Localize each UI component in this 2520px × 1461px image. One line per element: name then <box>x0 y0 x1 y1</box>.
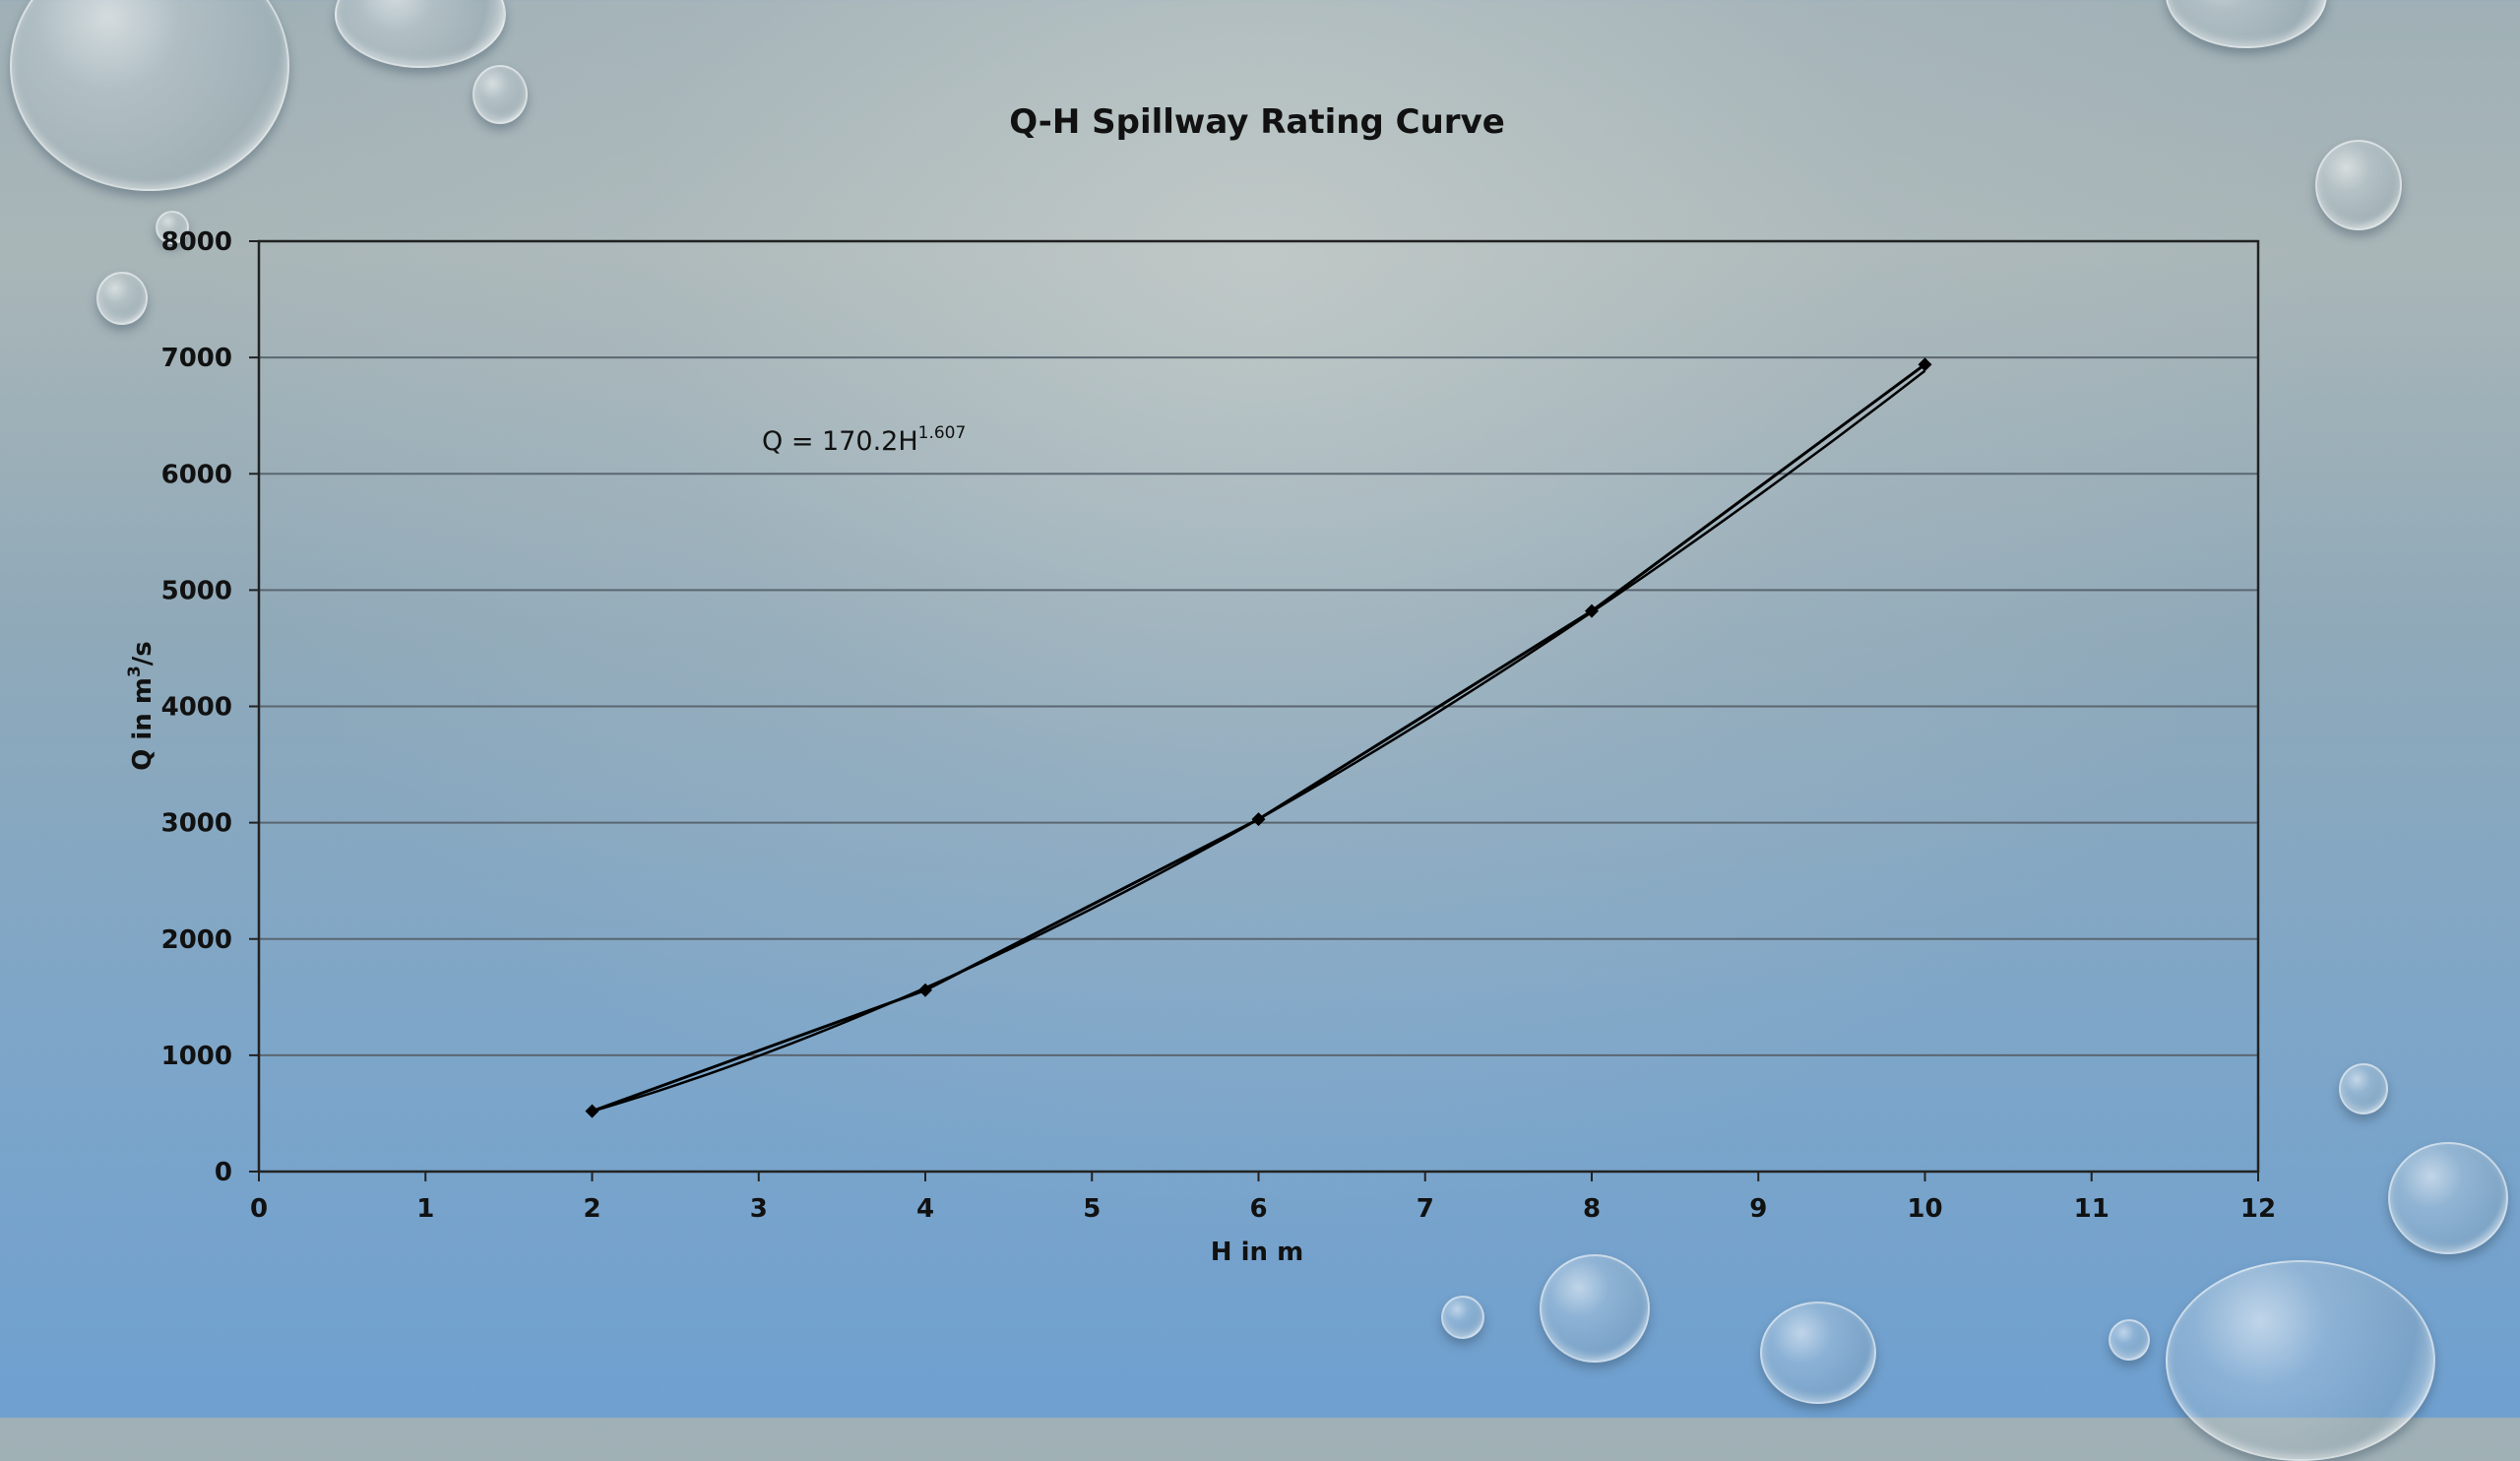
x-tick-label: 5 <box>1083 1194 1101 1224</box>
x-tick-label: 10 <box>1907 1194 1942 1224</box>
y-tick-label: 0 <box>215 1158 232 1187</box>
y-axis-ticks: 0 1000 2000 3000 4000 5000 6000 7000 8000 <box>161 227 259 1187</box>
x-axis-ticks: 0 1 2 3 4 5 6 7 8 9 10 11 12 <box>250 1172 2276 1224</box>
gridlines <box>259 356 2258 1056</box>
x-tick-label: 11 <box>2074 1194 2110 1224</box>
water-drop-decoration <box>2109 1319 2150 1361</box>
x-tick-label: 7 <box>1417 1194 1434 1224</box>
y-axis-label-tail: /s <box>128 641 158 666</box>
water-drop-decoration <box>2339 1063 2388 1114</box>
data-point-marker <box>1251 812 1266 827</box>
y-tick-label: 5000 <box>161 576 232 605</box>
data-point-marker <box>918 983 932 997</box>
equation-annotation: Q = 170.2H1.607 <box>762 423 966 457</box>
x-tick-label: 2 <box>583 1194 600 1224</box>
x-tick-label: 12 <box>2240 1194 2276 1224</box>
data-point-marker <box>1585 603 1599 618</box>
x-axis-label: H in m <box>1211 1238 1303 1267</box>
y-tick-label: 6000 <box>161 460 232 489</box>
data-point-marker <box>1918 357 1932 372</box>
y-axis-label-main: Q in m <box>128 677 158 771</box>
series-layer <box>585 357 1932 1118</box>
equation-exponent: 1.607 <box>918 423 967 443</box>
background-vignette <box>0 0 2520 1418</box>
data-point-marker <box>585 1104 599 1118</box>
x-tick-label: 4 <box>916 1194 934 1224</box>
equation-base: Q = 170.2H <box>762 426 918 457</box>
water-drop-decoration <box>1540 1254 1650 1363</box>
series-line <box>591 362 1926 1113</box>
y-tick-label: 1000 <box>161 1042 232 1071</box>
y-tick-label: 8000 <box>161 227 232 257</box>
water-drop-decoration <box>2315 140 2402 230</box>
water-drop-decoration <box>96 272 148 325</box>
x-tick-label: 6 <box>1249 1194 1267 1224</box>
y-axis-label: Q in m3/s <box>125 641 158 771</box>
chart-title: Q-H Spillway Rating Curve <box>1009 102 1505 142</box>
fit-curve <box>592 369 1926 1112</box>
y-tick-label: 4000 <box>161 693 232 723</box>
water-drop-decoration <box>472 65 528 124</box>
rating-curve-chart: Q-H Spillway Rating Curve 0 1 2 3 4 5 6 7 8 9 10 11… <box>125 102 2276 1267</box>
x-tick-label: 3 <box>750 1194 768 1224</box>
y-axis-label-superscript: 3 <box>125 666 145 677</box>
water-drop-decoration <box>156 211 189 244</box>
x-tick-label: 1 <box>416 1194 434 1224</box>
x-tick-label: 8 <box>1583 1194 1601 1224</box>
y-tick-label: 2000 <box>161 925 232 955</box>
y-tick-label: 3000 <box>161 809 232 839</box>
x-tick-label: 9 <box>1749 1194 1767 1224</box>
water-drop-decoration <box>1760 1302 1876 1404</box>
y-tick-label: 7000 <box>161 344 232 373</box>
water-drop-decoration <box>2388 1142 2508 1254</box>
water-drop-decoration <box>1441 1296 1484 1339</box>
x-tick-label: 0 <box>250 1194 268 1224</box>
water-drop-decoration <box>10 0 289 191</box>
